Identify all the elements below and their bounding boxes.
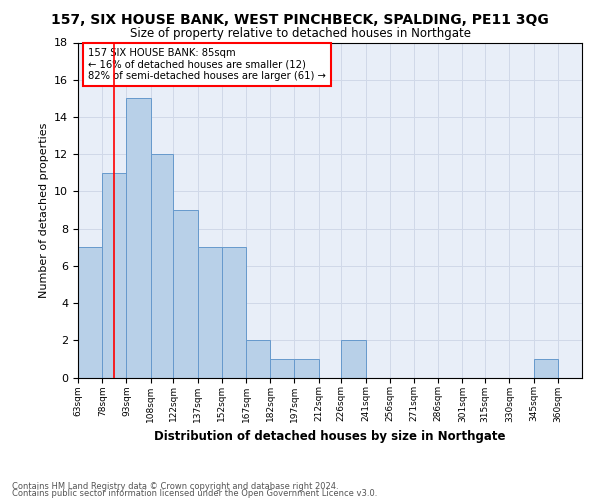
Bar: [341, 340, 365, 378]
Text: Contains public sector information licensed under the Open Government Licence v3: Contains public sector information licen…: [12, 490, 377, 498]
Bar: [151, 154, 173, 378]
Bar: [270, 359, 295, 378]
Bar: [102, 173, 127, 378]
X-axis label: Distribution of detached houses by size in Northgate: Distribution of detached houses by size …: [154, 430, 506, 443]
Text: Contains HM Land Registry data © Crown copyright and database right 2024.: Contains HM Land Registry data © Crown c…: [12, 482, 338, 491]
Bar: [295, 359, 319, 378]
Text: 157 SIX HOUSE BANK: 85sqm
← 16% of detached houses are smaller (12)
82% of semi-: 157 SIX HOUSE BANK: 85sqm ← 16% of detac…: [88, 48, 326, 80]
Y-axis label: Number of detached properties: Number of detached properties: [38, 122, 49, 298]
Bar: [173, 210, 197, 378]
Bar: [222, 247, 246, 378]
Bar: [533, 359, 558, 378]
Bar: [78, 247, 102, 378]
Bar: [127, 98, 151, 378]
Bar: [246, 340, 270, 378]
Text: Size of property relative to detached houses in Northgate: Size of property relative to detached ho…: [130, 28, 470, 40]
Bar: [197, 247, 222, 378]
Text: 157, SIX HOUSE BANK, WEST PINCHBECK, SPALDING, PE11 3QG: 157, SIX HOUSE BANK, WEST PINCHBECK, SPA…: [51, 12, 549, 26]
